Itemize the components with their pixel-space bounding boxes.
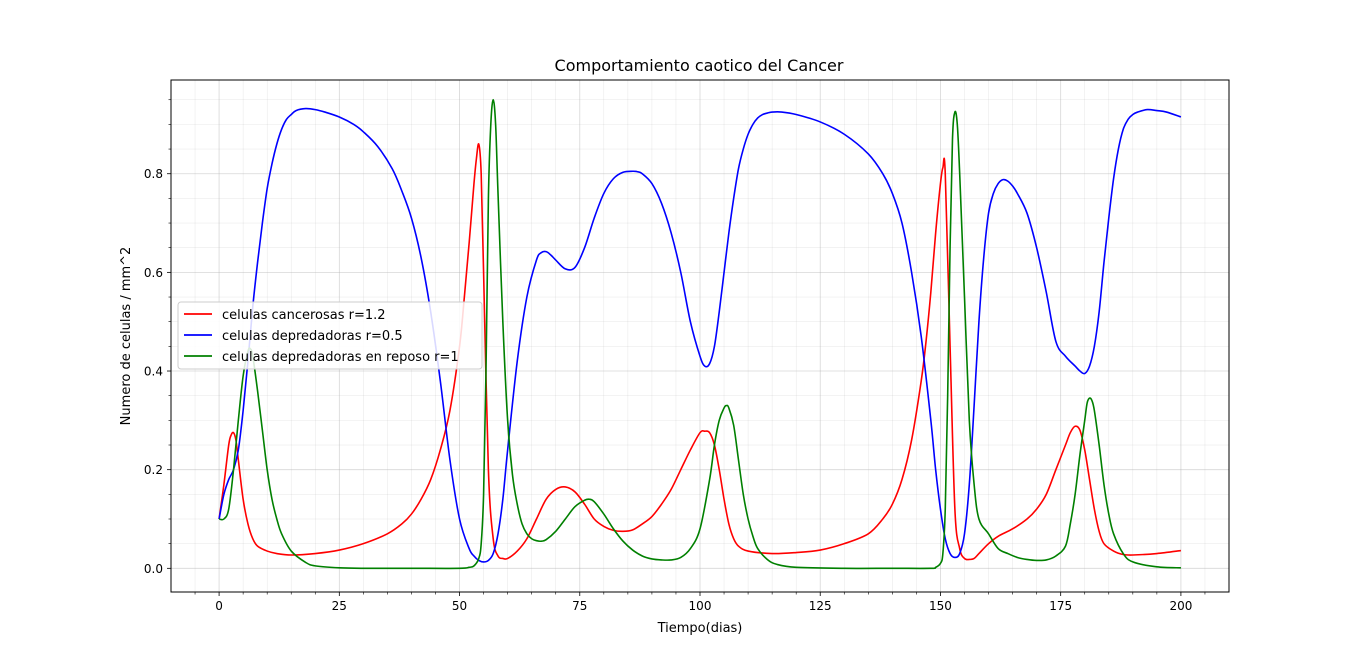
y-axis: 0.0 0.2 0.4 0.6 0.8	[144, 99, 171, 576]
legend-label-predator: celulas depredadoras r=0.5	[222, 329, 403, 344]
series-line-predator	[218, 107, 1182, 563]
x-tick-label: 125	[809, 599, 832, 613]
y-tick-label: 0.2	[144, 463, 163, 477]
x-axis-label: Tiempo(dias)	[657, 621, 743, 636]
y-axis-label: Numero de celulas / mm^2	[119, 247, 134, 426]
x-tick-label: 25	[332, 599, 347, 613]
x-tick-label: 0	[215, 599, 223, 613]
x-tick-label: 200	[1169, 599, 1192, 613]
series-layer	[218, 98, 1182, 570]
x-tick-label: 50	[452, 599, 467, 613]
legend-box	[177, 301, 483, 370]
y-tick-label: 0.4	[144, 365, 163, 379]
x-tick-label: 150	[929, 599, 952, 613]
x-tick-label: 100	[689, 599, 712, 613]
y-tick-label: 0.8	[144, 167, 163, 181]
x-tick-label: 175	[1049, 599, 1072, 613]
series-line-resting-predator	[218, 98, 1181, 570]
x-axis: 0 25 50 75 100 125 150 175 200	[194, 592, 1206, 613]
legend-label-resting-predator: celulas depredadoras en reposo r=1	[222, 350, 459, 365]
legend: celulas cancerosas r=1.2 celulas depreda…	[177, 301, 483, 370]
y-tick-label: 0.6	[144, 266, 163, 280]
chart-title: Comportamiento caotico del Cancer	[555, 56, 844, 75]
x-tick-label: 75	[572, 599, 587, 613]
legend-label-cancer: celulas cancerosas r=1.2	[222, 308, 386, 323]
y-tick-label: 0.0	[144, 562, 163, 576]
series-line-cancer	[218, 142, 1182, 561]
